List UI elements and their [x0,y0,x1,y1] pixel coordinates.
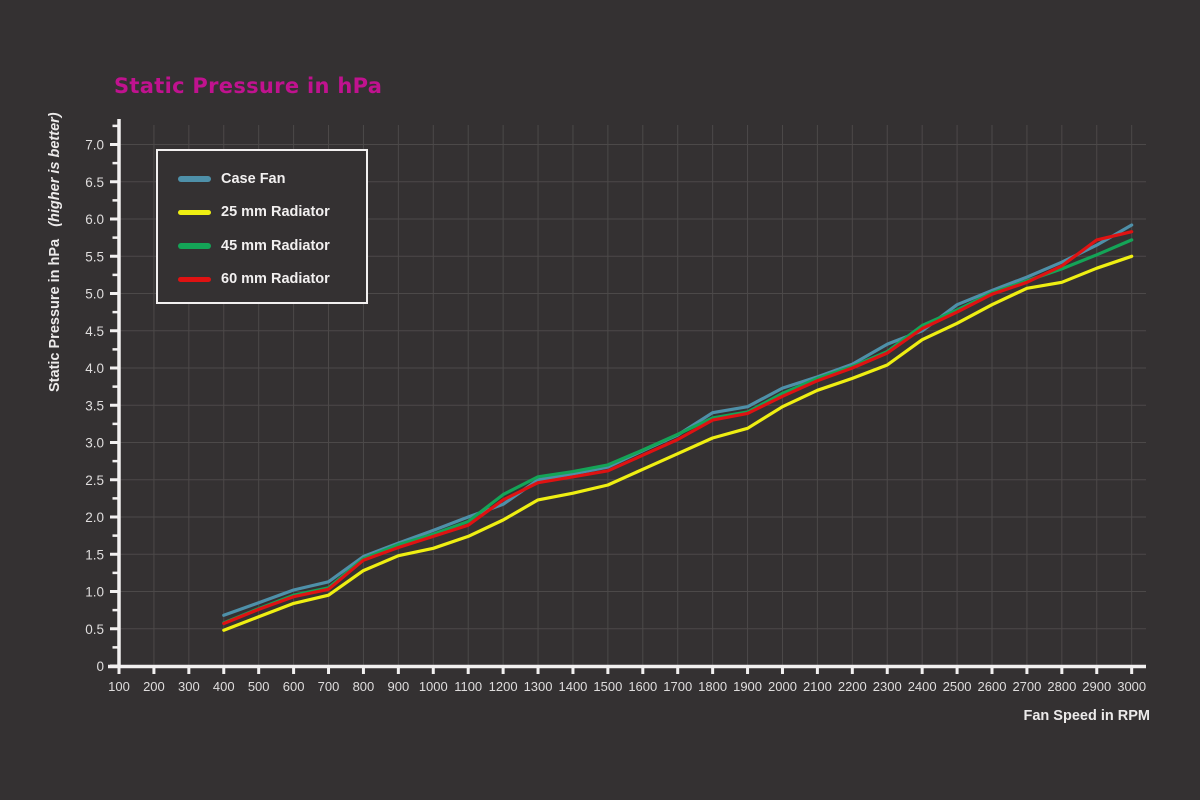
x-tick-label: 2800 [1047,679,1076,694]
x-tick-label: 2900 [1082,679,1111,694]
legend-swatch-60mm-radiator [178,276,211,282]
y-tick-label: 3.0 [85,436,104,451]
x-tick-label: 400 [213,679,235,694]
y-tick-label: 4.0 [85,361,104,376]
y-tick-label: 6.5 [85,175,104,190]
legend-item-45mm-radiator: 45 mm Radiator [178,229,366,263]
legend: Case Fan 25 mm Radiator 45 mm Radiator 6… [156,149,368,304]
y-tick-label: 5.0 [85,287,104,302]
legend-swatch-25mm-radiator [178,209,211,215]
x-tick-label: 1200 [489,679,518,694]
horizontal-gridlines [119,144,1146,630]
x-tick-label: 1800 [698,679,727,694]
legend-swatch-45mm-radiator [178,243,211,249]
x-tick-label: 2300 [873,679,902,694]
chart-title: Static Pressure in hPa [114,74,383,98]
x-tick-label: 900 [388,679,410,694]
x-tick-label: 2000 [768,679,797,694]
y-tick-label: 2.5 [85,473,104,488]
x-tick-label: 1600 [628,679,657,694]
legend-label-25mm-radiator: 25 mm Radiator [221,204,330,221]
x-tick-label: 1300 [524,679,553,694]
y-tick-label: 6.0 [85,212,104,227]
x-tick-label: 800 [353,679,375,694]
y-tick-label: 5.5 [85,249,104,264]
series-lines [222,223,1134,632]
y-tick-labels: 0 0.5 1.0 1.5 2.0 2.5 3.0 3.5 4.0 4.5 5.0 5.5 6.0 6.5… [85,138,104,675]
x-tick-label: 3000 [1117,679,1146,694]
legend-item-case-fan: Case Fan [178,162,366,196]
y-tick-label: 0.5 [85,622,104,637]
series-line-25-mm-radiator [222,254,1134,632]
y-tick-label: 7.0 [85,138,104,153]
x-tick-label: 1500 [593,679,622,694]
x-tick-label: 1000 [419,679,448,694]
x-axis-title: Fan Speed in RPM [1023,708,1151,724]
x-tick-label: 1900 [733,679,762,694]
x-tick-label: 500 [248,679,270,694]
legend-label-case-fan: Case Fan [221,170,286,187]
x-tick-label: 1100 [454,679,482,694]
x-tick-label: 100 [108,679,130,694]
x-tick-label: 200 [143,679,165,694]
x-tick-label: 2200 [838,679,867,694]
y-tick-label: 0 [96,659,104,674]
legend-item-60mm-radiator: 60 mm Radiator [178,263,366,297]
legend-swatch-case-fan [178,176,211,182]
legend-item-25mm-radiator: 25 mm Radiator [178,196,366,230]
x-tick-label: 2400 [908,679,937,694]
x-tick-label: 2600 [978,679,1007,694]
y-tick-label: 2.0 [85,510,104,525]
legend-label-45mm-radiator: 45 mm Radiator [221,237,330,254]
x-tick-label: 700 [318,679,340,694]
x-tick-label: 600 [283,679,305,694]
x-tick-label: 1700 [663,679,692,694]
x-tick-labels: 100 200 300 400 500 600 700 800 900 1000 1100 1200 1… [108,679,1146,694]
y-tick-label: 4.5 [85,324,104,339]
y-tick-label: 3.5 [85,398,104,413]
series-line-60-mm-radiator [222,230,1134,626]
legend-label-60mm-radiator: 60 mm Radiator [221,271,330,288]
x-tick-label: 2500 [943,679,972,694]
y-tick-label: 1.0 [85,585,104,600]
x-tick-label: 1400 [558,679,587,694]
x-tick-label: 2700 [1012,679,1041,694]
x-tick-label: 2100 [803,679,832,694]
y-tick-label: 1.5 [85,547,104,562]
x-tick-label: 300 [178,679,200,694]
axes-spines [108,119,1146,669]
